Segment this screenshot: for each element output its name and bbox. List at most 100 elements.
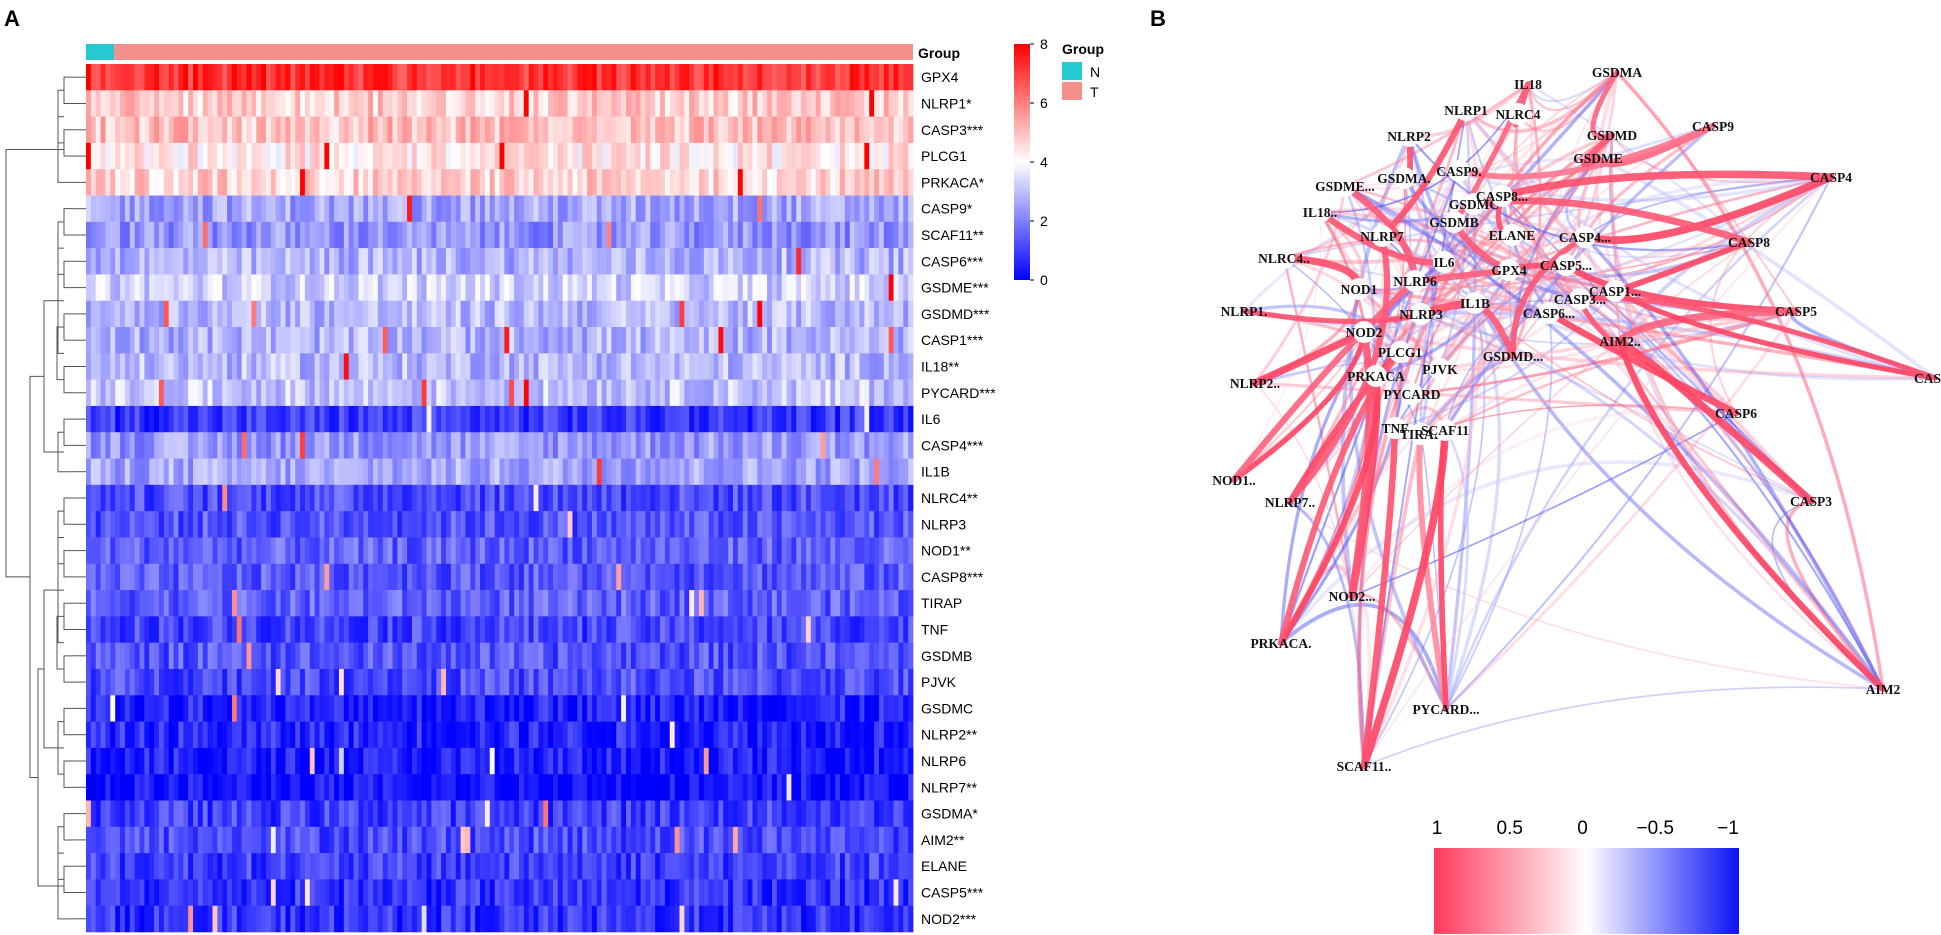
heatmap-cell (436, 668, 442, 696)
heatmap-cell (183, 90, 189, 117)
heatmap-cell (509, 590, 515, 617)
heatmap-cell (168, 195, 174, 223)
heatmap-cell (903, 248, 909, 275)
heatmap-cell (616, 195, 622, 223)
heatmap-cell (713, 379, 719, 407)
heatmap-cell (348, 169, 354, 196)
heatmap-cell (363, 721, 369, 749)
heatmap-cell (183, 327, 189, 354)
heatmap-cell (669, 300, 676, 328)
dendrogram-branch (63, 655, 72, 683)
heatmap-cell (202, 537, 209, 565)
heatmap-cell (115, 405, 121, 433)
heatmap-cell (767, 90, 773, 117)
heatmap-cell (509, 458, 515, 486)
heatmap-row (86, 300, 914, 328)
heatmap-cell (621, 221, 627, 249)
heatmap-cell (703, 747, 710, 775)
heatmap-cell (222, 590, 228, 617)
heatmap-cell (616, 511, 622, 538)
heatmap-cell (703, 668, 710, 696)
heatmap-cell (382, 511, 389, 538)
heatmap-cell (606, 248, 612, 275)
heatmap-cell (494, 379, 500, 407)
heatmap-cell (596, 300, 603, 328)
heatmap-cell (616, 221, 622, 249)
heatmap-cell (635, 747, 641, 775)
heatmap-cell (572, 64, 578, 91)
heatmap-cell (708, 616, 714, 643)
heatmap-cell (528, 642, 534, 670)
heatmap-cell (207, 537, 213, 565)
heatmap-cell (124, 274, 131, 302)
heatmap-cell (635, 616, 641, 643)
heatmap-cell (689, 353, 695, 380)
heatmap-cell (368, 537, 374, 565)
heatmap-cell (363, 695, 369, 722)
heatmap-cell (363, 563, 369, 591)
heatmap-cell (869, 537, 875, 565)
heatmap-cell (110, 616, 116, 643)
heatmap-cell (543, 116, 549, 144)
heatmap-cell (747, 64, 753, 91)
heatmap-cell (533, 405, 539, 433)
heatmap-cell (407, 695, 413, 722)
heatmap-cell (480, 274, 486, 302)
heatmap-cell (533, 747, 539, 775)
heatmap-cell (499, 379, 505, 407)
heatmap-cell (621, 563, 627, 591)
heatmap-cell (407, 195, 413, 223)
heatmap-cell (509, 116, 515, 144)
heatmap-cell (815, 590, 821, 617)
heatmap-cell (674, 300, 680, 328)
heatmap-cell (557, 64, 564, 91)
heatmap-cell (202, 64, 209, 91)
heatmap-cell (538, 353, 544, 380)
heatmap-cell (402, 774, 408, 801)
heatmap-cell (295, 353, 301, 380)
heatmap-cells (86, 64, 914, 933)
heatmap-cell (129, 747, 136, 775)
heatmap-cell (596, 642, 603, 670)
heatmap-cell (499, 64, 505, 91)
heatmap-cell (251, 90, 257, 117)
heatmap-cell (611, 616, 617, 643)
dendrogram-branch (63, 418, 72, 446)
heatmap-cell (767, 142, 773, 170)
heatmap-cell (655, 405, 661, 433)
heatmap-cell (319, 563, 325, 591)
heatmap-cell (139, 195, 145, 223)
heatmap-cell (290, 90, 296, 117)
heatmap-cell (655, 64, 661, 91)
heatmap-cell (611, 590, 617, 617)
heatmap-cell (470, 616, 476, 643)
heatmap-cell (903, 116, 909, 144)
heatmap-cell (450, 747, 457, 775)
heatmap-cell (95, 537, 101, 565)
heatmap-cell (533, 142, 539, 170)
heatmap-cell (854, 695, 860, 722)
heatmap-cell (154, 563, 160, 591)
heatmap-cell (752, 64, 758, 91)
heatmap-cell (178, 116, 184, 144)
heatmap-cell (309, 537, 316, 565)
heatmap-cell (582, 116, 588, 144)
heatmap-cell (728, 616, 734, 643)
heatmap-cell (193, 379, 199, 407)
heatmap-cell (854, 379, 860, 407)
heatmap-cell (377, 116, 384, 144)
heatmap-cell (256, 484, 262, 512)
heatmap-cell (382, 327, 389, 354)
heatmap-cell (314, 721, 320, 749)
heatmap-cell (557, 90, 564, 117)
heatmap-cell (455, 221, 461, 249)
heatmap-cell (849, 379, 856, 407)
heatmap-cell (757, 642, 763, 670)
heatmap-cell (382, 590, 389, 617)
heatmap-cell (373, 511, 379, 538)
heatmap-cell (660, 563, 666, 591)
heatmap-cell (645, 64, 651, 91)
heatmap-cell (270, 248, 277, 275)
heatmap-cell (348, 458, 354, 486)
heatmap-cell (484, 590, 491, 617)
